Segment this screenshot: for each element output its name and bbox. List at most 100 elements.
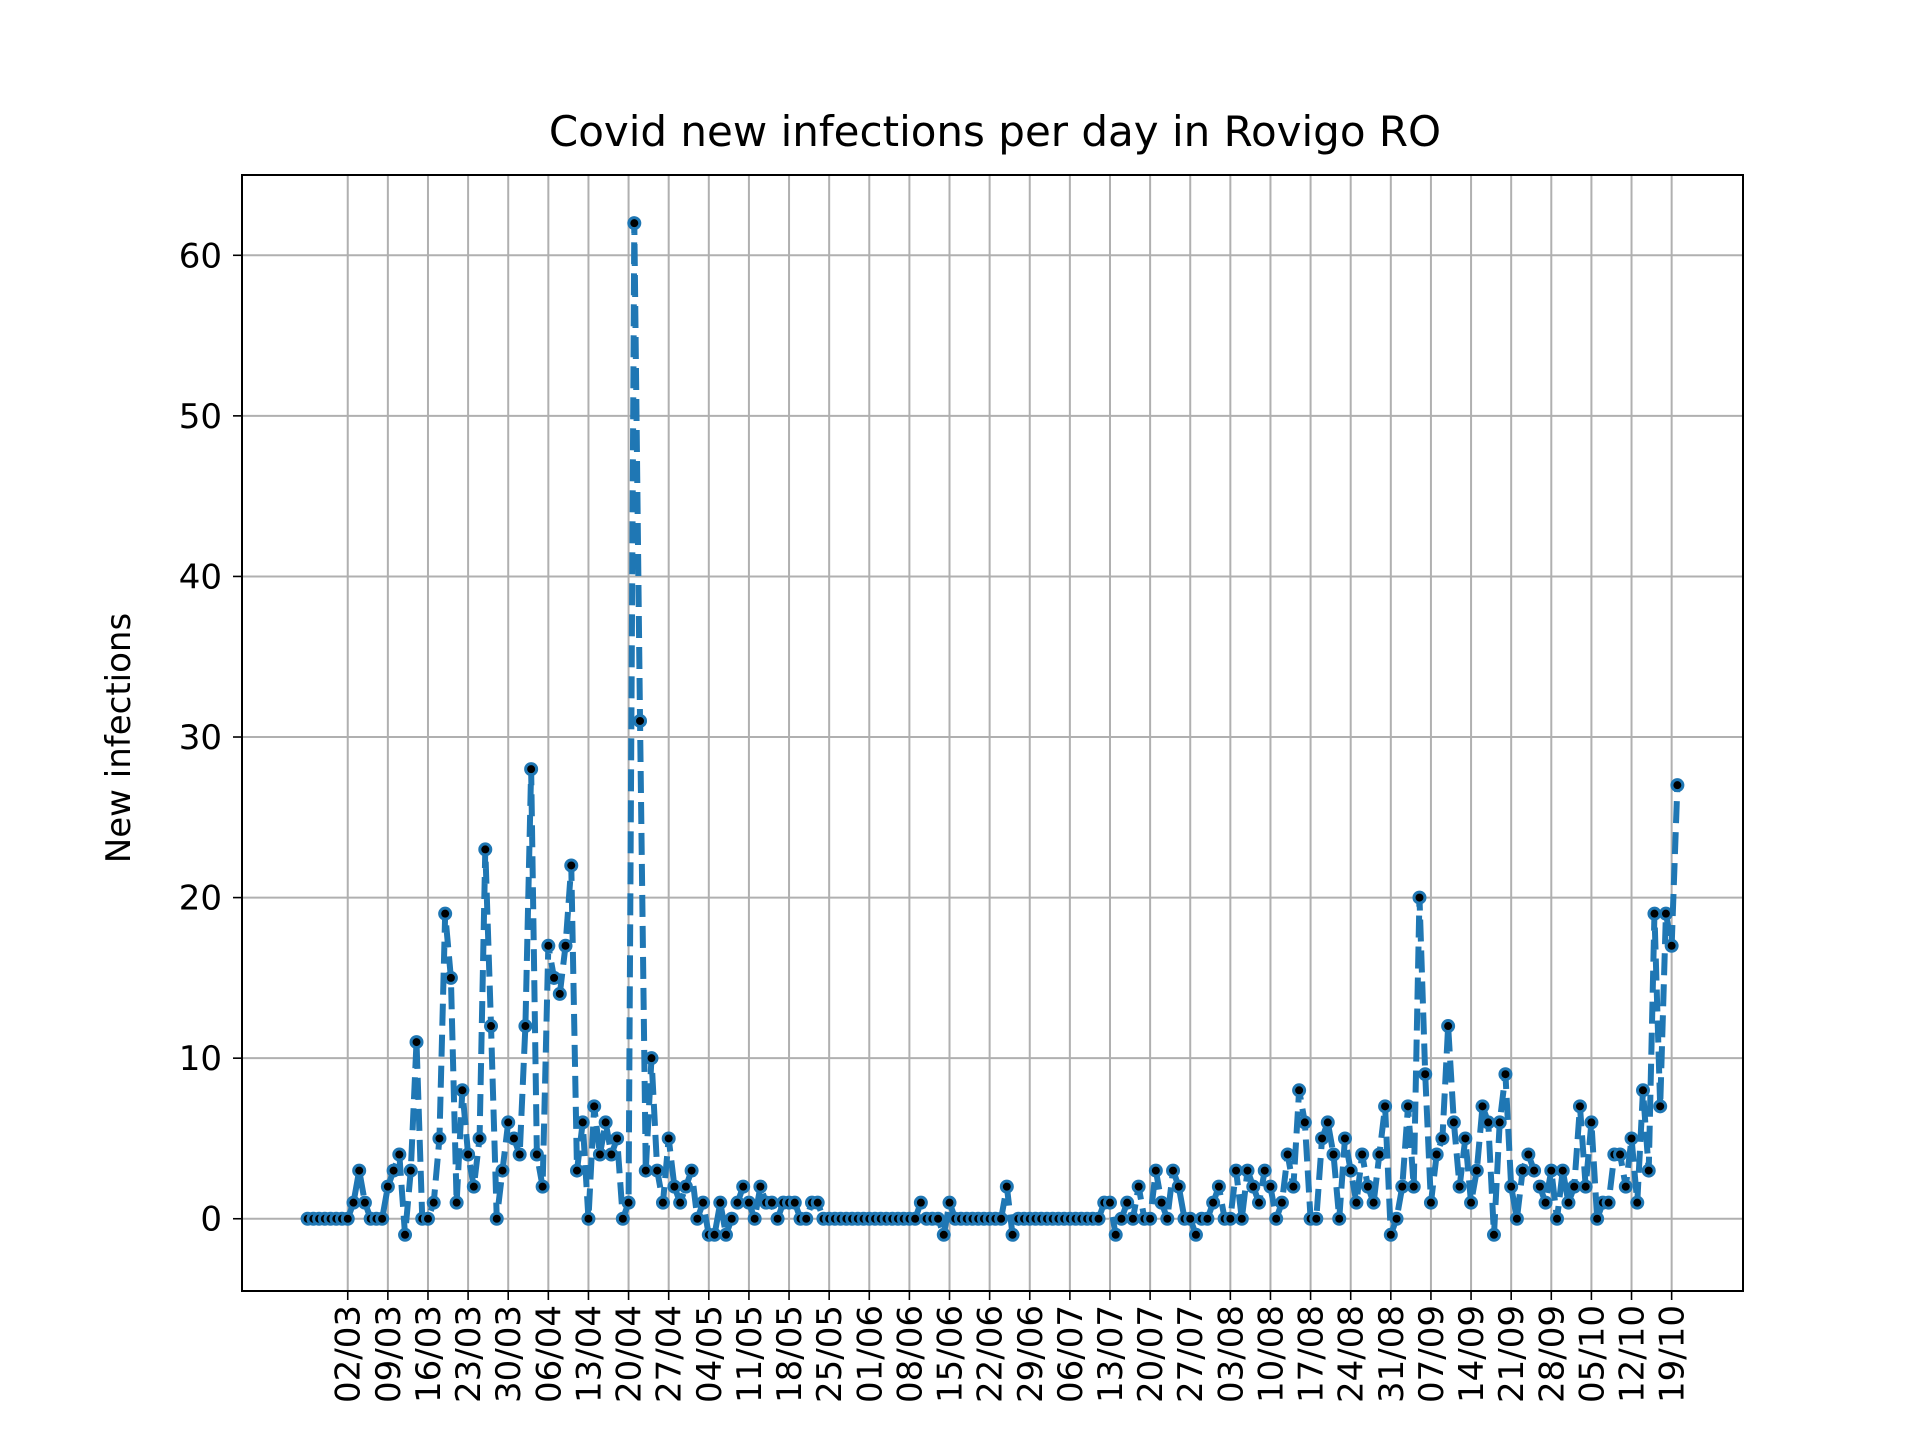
data-point [1584, 1115, 1599, 1130]
x-tick-label: 03/08 [1211, 1305, 1251, 1403]
data-point [1206, 1195, 1221, 1210]
data-point [1475, 1099, 1490, 1114]
plot-frame [241, 174, 1744, 1292]
data-point [1274, 1195, 1289, 1210]
data-point [1234, 1211, 1249, 1226]
data-point [1653, 1099, 1668, 1114]
data-point [1091, 1211, 1106, 1226]
data-point [1223, 1211, 1238, 1226]
data-point [1418, 1067, 1433, 1082]
data-point [764, 1195, 779, 1210]
x-tick-label: 01/06 [850, 1305, 890, 1403]
data-point [1102, 1195, 1117, 1210]
data-point [736, 1179, 751, 1194]
data-point [1601, 1195, 1616, 1210]
data-point [375, 1211, 390, 1226]
data-point [547, 970, 562, 985]
data-point [495, 1163, 510, 1178]
x-tick-label: 06/07 [1051, 1305, 1091, 1403]
data-point [1590, 1211, 1605, 1226]
data-point [340, 1211, 355, 1226]
data-point [1125, 1211, 1140, 1226]
data-point [1372, 1147, 1387, 1162]
data-point [1005, 1227, 1020, 1242]
data-point [1664, 938, 1679, 953]
data-point [1464, 1195, 1479, 1210]
data-point [1200, 1211, 1215, 1226]
data-point [621, 1195, 636, 1210]
data-point [506, 1131, 521, 1146]
data-point [1572, 1099, 1587, 1114]
data-point [1108, 1227, 1123, 1242]
data-point [1401, 1099, 1416, 1114]
x-tick-label: 06/04 [529, 1305, 569, 1403]
data-point [403, 1163, 418, 1178]
data-point [1166, 1163, 1181, 1178]
data-point [558, 938, 573, 953]
data-point [1360, 1179, 1375, 1194]
data-point [1515, 1163, 1530, 1178]
data-point [1446, 1115, 1461, 1130]
data-point [1429, 1147, 1444, 1162]
data-point [1297, 1115, 1312, 1130]
data-point [420, 1211, 435, 1226]
data-point [1641, 1163, 1656, 1178]
data-point [501, 1115, 516, 1130]
y-tick-label: 20 [179, 879, 222, 919]
data-point [1183, 1211, 1198, 1226]
data-point [1143, 1211, 1158, 1226]
x-tick-label: 23/03 [449, 1305, 489, 1403]
data-point [1492, 1115, 1507, 1130]
data-point [1269, 1211, 1284, 1226]
x-tick-label: 20/04 [610, 1305, 650, 1403]
x-tick-label: 07/09 [1412, 1305, 1452, 1403]
data-point [913, 1195, 928, 1210]
x-tick-label: 21/09 [1492, 1305, 1532, 1403]
x-tick-label: 17/08 [1292, 1305, 1332, 1403]
data-point [999, 1179, 1014, 1194]
data-point [592, 1147, 607, 1162]
data-point [524, 762, 539, 777]
x-tick-label: 13/07 [1091, 1305, 1131, 1403]
data-point [1240, 1163, 1255, 1178]
data-point [942, 1195, 957, 1210]
data-point [604, 1147, 619, 1162]
x-tick-label: 19/10 [1653, 1305, 1693, 1403]
x-tick-label: 16/03 [409, 1305, 449, 1403]
data-point [615, 1211, 630, 1226]
data-point [443, 970, 458, 985]
data-point [1458, 1131, 1473, 1146]
data-point [1481, 1115, 1496, 1130]
data-point [1309, 1211, 1324, 1226]
data-point [1555, 1163, 1570, 1178]
data-point [1383, 1227, 1398, 1242]
x-tick-label: 12/10 [1613, 1305, 1653, 1403]
data-point [707, 1227, 722, 1242]
data-point [398, 1227, 413, 1242]
data-point [352, 1163, 367, 1178]
data-point [1252, 1195, 1267, 1210]
data-point [1613, 1147, 1628, 1162]
data-point [1561, 1195, 1576, 1210]
x-tick-label: 11/05 [730, 1305, 770, 1403]
data-point [484, 1019, 499, 1034]
data-point [1550, 1211, 1565, 1226]
data-point [690, 1211, 705, 1226]
data-point [1332, 1211, 1347, 1226]
series-layer [300, 216, 1685, 1242]
data-point [1486, 1227, 1501, 1242]
x-tick-label: 09/03 [369, 1305, 409, 1403]
data-point [650, 1163, 665, 1178]
data-point [678, 1179, 693, 1194]
data-point [386, 1163, 401, 1178]
data-point [1412, 890, 1427, 905]
data-point [1624, 1131, 1639, 1146]
data-point [489, 1211, 504, 1226]
x-tick-label: 18/05 [770, 1305, 810, 1403]
data-point [1521, 1147, 1536, 1162]
data-point [1452, 1179, 1467, 1194]
data-point [1544, 1163, 1559, 1178]
y-axis-label: New infections [99, 613, 139, 863]
data-point [908, 1211, 923, 1226]
data-point [449, 1195, 464, 1210]
